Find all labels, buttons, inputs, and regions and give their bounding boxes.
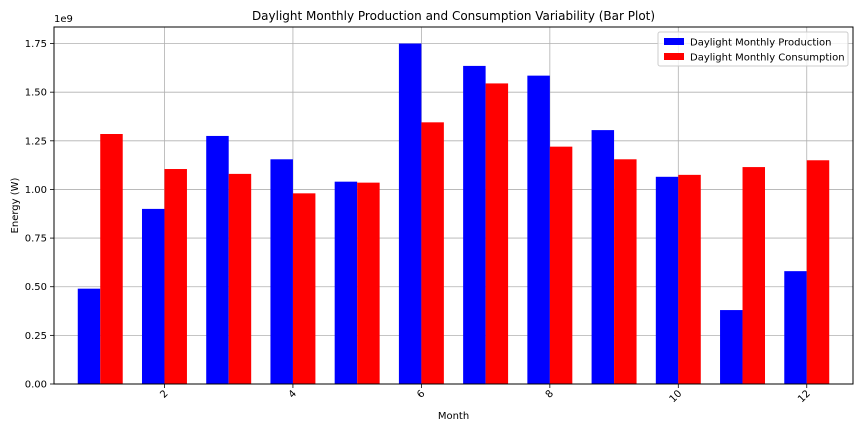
legend-box <box>657 31 849 67</box>
consumption-bar-month-3 <box>228 173 252 384</box>
legend-swatch-production <box>664 38 684 45</box>
y-axis-offset-label: 1e9 <box>54 14 73 25</box>
production-bar-month-6 <box>398 43 422 385</box>
y-tick-label: 0.75 <box>25 234 47 245</box>
consumption-bar-month-12 <box>806 160 830 384</box>
production-bar-month-8 <box>527 75 550 384</box>
production-bar-month-7 <box>463 65 486 384</box>
ticks: 0.000.250.500.751.001.251.501.752 4 6 8 10 12 <box>25 39 813 405</box>
consumption-bar-month-11 <box>742 167 766 384</box>
y-tick-label: 1.75 <box>25 39 47 50</box>
production-bar-month-12 <box>784 271 807 384</box>
y-tick-label: 0.25 <box>25 331 47 342</box>
legend: Daylight Monthly Production Daylight Mon… <box>657 31 849 67</box>
consumption-bar-month-5 <box>357 182 380 384</box>
production-bar-month-9 <box>591 130 615 384</box>
y-tick-label: 1.50 <box>25 88 47 99</box>
x-axis-label: Month <box>438 411 469 422</box>
legend-label-production: Daylight Monthly Production <box>690 38 832 49</box>
y-tick-label: 1.25 <box>25 136 47 147</box>
y-tick-label: 0.00 <box>25 380 47 391</box>
production-bar-month-2 <box>141 208 165 384</box>
consumption-bar-month-10 <box>678 174 701 384</box>
bars <box>77 43 830 385</box>
y-tick-label: 0.50 <box>25 282 47 293</box>
production-bar-month-5 <box>334 181 358 384</box>
chart-title: Daylight Monthly Production and Consumpt… <box>252 9 655 23</box>
production-bar-month-1 <box>77 288 101 384</box>
y-tick-label: 1.00 <box>25 185 47 196</box>
production-bar-month-11 <box>720 310 743 384</box>
production-bar-month-10 <box>655 176 679 384</box>
consumption-bar-month-9 <box>614 159 637 384</box>
consumption-bar-month-2 <box>164 169 187 384</box>
legend-swatch-consumption <box>664 53 684 60</box>
consumption-bar-month-6 <box>421 122 444 384</box>
y-axis-label: Energy (W) <box>10 177 21 233</box>
production-bar-month-4 <box>270 159 293 384</box>
consumption-bar-month-7 <box>485 83 509 384</box>
consumption-bar-month-4 <box>292 193 316 384</box>
consumption-bar-month-1 <box>100 134 123 384</box>
consumption-bar-month-8 <box>549 146 573 384</box>
legend-label-consumption: Daylight Monthly Consumption <box>690 53 845 64</box>
production-bar-month-3 <box>206 135 229 384</box>
plot-area-frame <box>53 26 854 385</box>
